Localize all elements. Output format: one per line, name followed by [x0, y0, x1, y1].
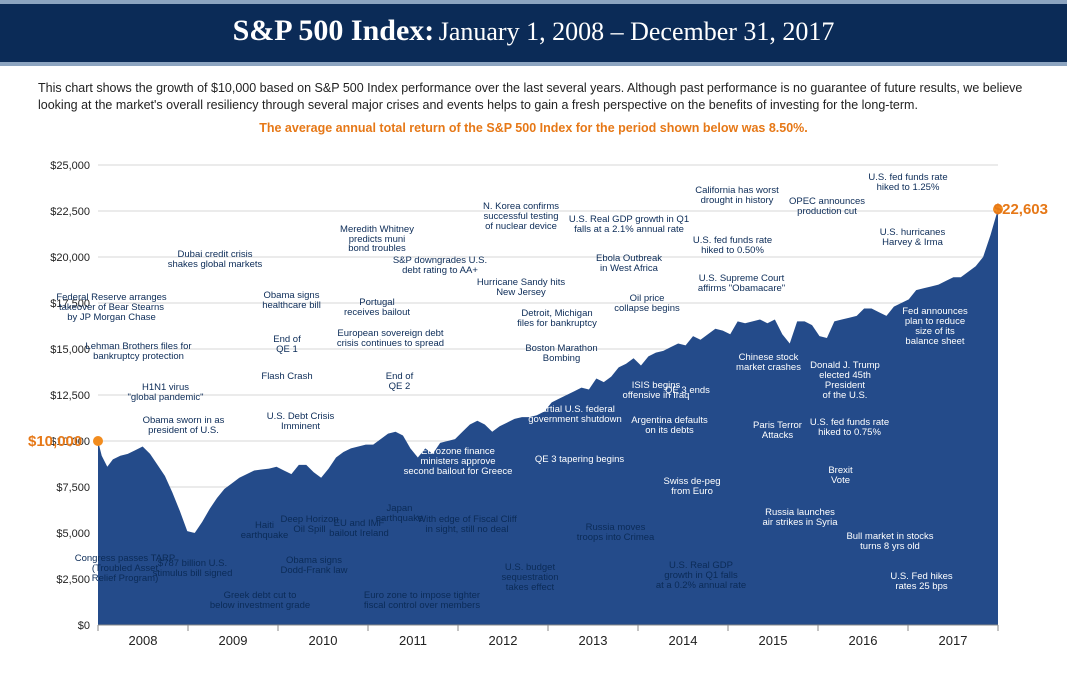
chart-container: $0 $2,500 $5,000 $7,500 $10,000 $12,500 $15,00…	[28, 145, 1048, 665]
svg-text:2009: 2009	[219, 633, 248, 648]
svg-text:2017: 2017	[939, 633, 968, 648]
header-title-bold: S&P 500 Index:	[233, 14, 435, 47]
svg-text:$12,500: $12,500	[50, 390, 90, 402]
svg-text:2012: 2012	[489, 633, 518, 648]
end-value-label: $22,603	[994, 201, 1048, 218]
intro-note: The average annual total return of the S…	[38, 120, 1029, 137]
svg-text:$2,500: $2,500	[56, 574, 90, 586]
svg-text:$0: $0	[78, 620, 90, 632]
svg-text:$17,500: $17,500	[50, 298, 90, 310]
start-value-label: $10,000	[28, 433, 82, 450]
svg-text:2015: 2015	[759, 633, 788, 648]
svg-text:$5,000: $5,000	[56, 528, 90, 540]
svg-text:$7,500: $7,500	[56, 482, 90, 494]
svg-text:$15,000: $15,000	[50, 344, 90, 356]
header-title-rest: January 1, 2008 – December 31, 2017	[439, 17, 835, 46]
intro-block: This chart shows the growth of $10,000 b…	[0, 66, 1067, 137]
svg-text:2014: 2014	[669, 633, 698, 648]
svg-text:$22,500: $22,500	[50, 206, 90, 218]
svg-text:2010: 2010	[309, 633, 338, 648]
header-banner: S&P 500 Index: January 1, 2008 – Decembe…	[0, 0, 1067, 66]
svg-text:2008: 2008	[129, 633, 158, 648]
intro-paragraph: This chart shows the growth of $10,000 b…	[38, 80, 1029, 114]
svg-text:$25,000: $25,000	[50, 160, 90, 172]
svg-text:2016: 2016	[849, 633, 878, 648]
svg-text:$20,000: $20,000	[50, 252, 90, 264]
area-chart: $0 $2,500 $5,000 $7,500 $10,000 $12,500 $15,00…	[28, 145, 1048, 665]
svg-text:2011: 2011	[399, 633, 427, 648]
svg-text:2013: 2013	[579, 633, 608, 648]
